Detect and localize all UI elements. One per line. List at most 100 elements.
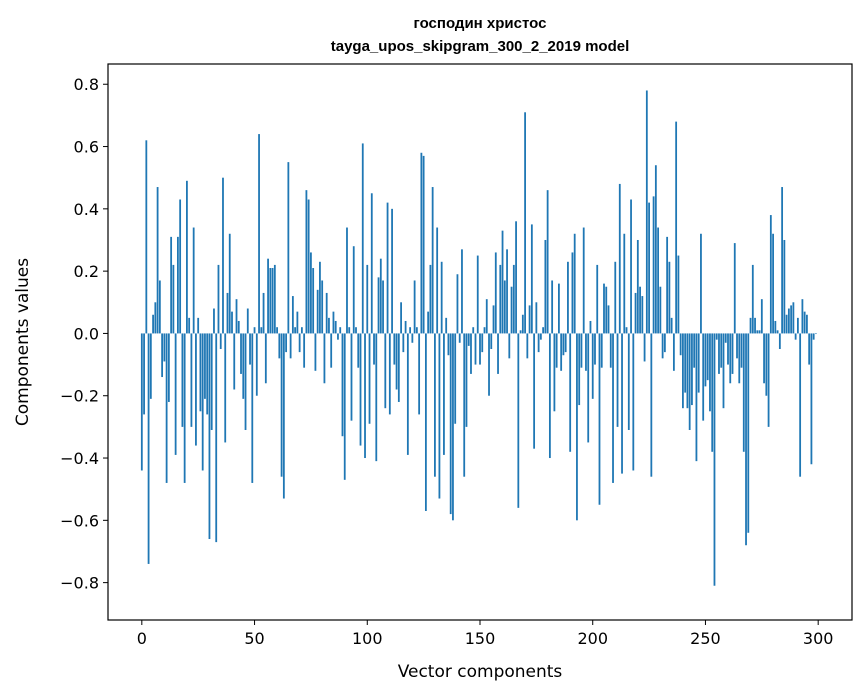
bar [172, 264, 175, 334]
bar [452, 333, 454, 521]
bar [483, 327, 486, 334]
bar [682, 333, 684, 409]
bar [379, 258, 382, 334]
bar [440, 261, 443, 334]
bar [742, 333, 745, 452]
bar [215, 333, 218, 543]
bar [375, 333, 378, 462]
bar [765, 333, 768, 396]
bar [208, 333, 211, 540]
bar [244, 333, 247, 430]
bar [519, 330, 522, 334]
bar [693, 333, 696, 368]
bar [727, 333, 729, 365]
bar [348, 327, 351, 334]
bar [233, 333, 236, 390]
bar [406, 333, 409, 455]
bar [307, 199, 310, 334]
y-tick-label: 0.0 [74, 324, 99, 343]
bar [413, 280, 416, 334]
bar [294, 327, 297, 334]
bar [314, 333, 317, 371]
bar [152, 314, 154, 334]
bar [774, 320, 777, 334]
bar [443, 333, 445, 455]
bar [224, 333, 227, 443]
bar [404, 320, 407, 334]
bar [567, 261, 569, 334]
bar [319, 261, 321, 334]
bar [163, 333, 166, 362]
bar [808, 333, 811, 365]
bar [181, 333, 184, 427]
bar [176, 236, 179, 334]
bar [695, 333, 698, 462]
bar [321, 280, 324, 334]
bar [702, 333, 705, 421]
bar [535, 302, 538, 334]
bar [675, 121, 678, 334]
bar [195, 333, 197, 446]
bar [600, 333, 603, 368]
bar [603, 283, 605, 334]
bar [578, 333, 581, 406]
bar [402, 333, 405, 353]
y-tick-label: 0.8 [74, 75, 99, 94]
bar [161, 333, 164, 378]
bar [366, 264, 369, 334]
bar [330, 333, 333, 368]
bar [145, 140, 148, 334]
bar [654, 165, 657, 334]
bar [815, 333, 817, 335]
bar [431, 187, 434, 334]
bar [222, 177, 224, 334]
bar [310, 252, 312, 334]
bar [395, 333, 398, 390]
bar [454, 333, 457, 424]
bar [337, 333, 339, 340]
bar [167, 333, 170, 402]
bar [364, 333, 366, 459]
chart-title-line1: господин христос [414, 15, 547, 32]
bar [720, 333, 723, 368]
bar [596, 264, 599, 334]
bar [449, 333, 452, 515]
bar [447, 333, 450, 356]
bar [190, 333, 193, 427]
bar [287, 162, 290, 334]
bar [747, 333, 750, 533]
bar [506, 249, 508, 334]
bar [373, 333, 375, 365]
bar [537, 333, 540, 353]
bar [400, 302, 402, 334]
bar [794, 333, 797, 340]
bar [639, 286, 641, 334]
bar [382, 280, 384, 334]
bar [758, 330, 761, 334]
bar [553, 333, 556, 412]
bar [551, 280, 554, 334]
bar [751, 264, 754, 334]
bar [643, 333, 646, 362]
bar [697, 333, 700, 393]
bar [188, 317, 191, 334]
bar [722, 333, 725, 409]
bar [465, 333, 468, 427]
bar [253, 327, 256, 334]
bar [591, 333, 594, 399]
bar [237, 320, 240, 334]
bar [418, 333, 421, 415]
bar [706, 333, 709, 381]
bar [352, 246, 355, 334]
bar [213, 308, 215, 334]
bar [183, 333, 186, 483]
bar [571, 252, 574, 334]
bar [661, 333, 664, 359]
bar [305, 190, 308, 334]
bar [424, 333, 427, 511]
bar [411, 333, 414, 343]
bar [328, 317, 330, 334]
bar [562, 333, 565, 356]
bar [350, 333, 353, 421]
bar [612, 333, 614, 483]
